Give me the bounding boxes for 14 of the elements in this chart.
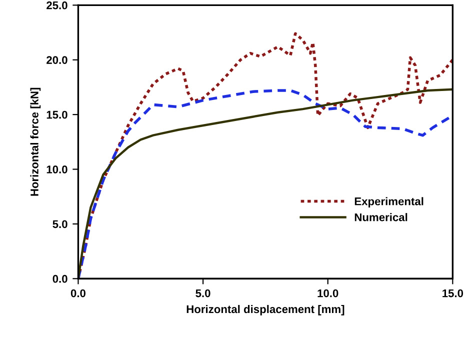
legend-label: Numerical	[354, 213, 408, 222]
x-tick-label: 10.0	[318, 289, 338, 298]
x-tick-label: 0.0	[70, 289, 86, 298]
y-tick-label: 15.0	[46, 110, 68, 119]
y-tick-label: 0.0	[52, 274, 68, 283]
x-axis-title: Horizontal displacement [mm]	[186, 304, 344, 316]
y-tick-label: 20.0	[46, 56, 68, 64]
y-tick-label: 5.0	[52, 220, 68, 228]
legend-label: Experimental	[354, 197, 424, 208]
y-tick-label: 10.0	[46, 166, 68, 174]
x-tick-label: 15.0	[442, 289, 464, 298]
y-axis-title: Horizontal force [kN]	[30, 88, 41, 196]
x-tick-label: 5.0	[196, 289, 210, 298]
y-tick-label: 25.0	[46, 1, 68, 10]
